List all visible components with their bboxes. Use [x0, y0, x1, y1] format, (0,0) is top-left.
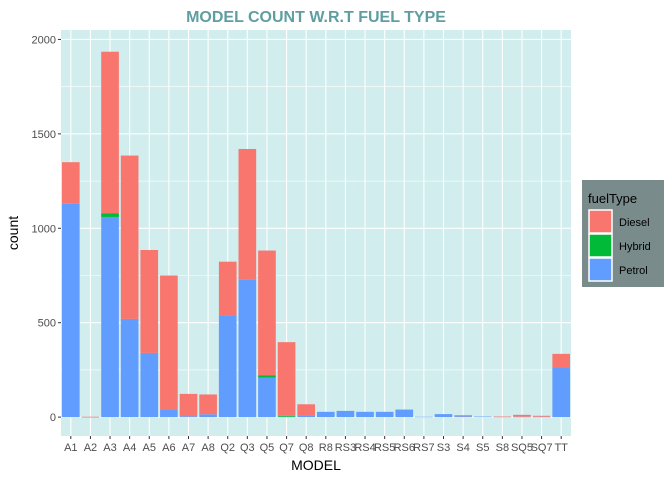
x-tick-label: RS5 [374, 442, 395, 454]
bar-petrol-a5 [140, 352, 159, 418]
x-tick-label: SQ7 [531, 442, 553, 454]
x-axis-title: MODEL [291, 457, 341, 473]
bar-diesel-a5 [140, 249, 159, 353]
x-tick-label: A8 [201, 442, 214, 454]
legend-key-petrol [588, 257, 613, 282]
bar-petrol-a3 [101, 216, 119, 418]
x-tick-label: A6 [162, 442, 175, 454]
bar-petrol-a4 [120, 318, 139, 418]
bar-petrol-tt [552, 368, 571, 418]
x-tick-label: S3 [437, 442, 450, 454]
bar-hybrid-q5 [258, 375, 276, 378]
x-tick-label: Q7 [279, 442, 294, 454]
bar-diesel-sq7 [532, 415, 551, 417]
bar-petrol-s5 [473, 416, 492, 418]
bar-petrol-a7 [179, 416, 198, 418]
bar-petrol-rs7 [415, 416, 433, 418]
x-tick-label: A5 [143, 442, 156, 454]
x-tick-label: A1 [64, 442, 77, 454]
x-tick-label: RS7 [413, 442, 434, 454]
bar-petrol-rs3 [336, 410, 355, 418]
x-tick-label: S8 [496, 442, 509, 454]
bar-petrol-q5 [258, 377, 276, 418]
x-axis-ticks: A1 A2 A3 A4 A5 A6 A7 A8 Q2 Q3 Q5 Q7 Q8 R8 RS3RS4RS5RS6… [64, 436, 568, 454]
x-tick-label: RS4 [354, 442, 375, 454]
bar-diesel-a3 [101, 51, 119, 214]
bar-diesel-q7 [277, 342, 296, 416]
bar-diesel-a4 [120, 155, 139, 319]
bar-petrol-q7 [277, 416, 296, 418]
bar-petrol-sq7 [532, 416, 551, 418]
x-tick-label: RS6 [394, 442, 415, 454]
x-tick-label: RS3 [335, 442, 356, 454]
bar-petrol-r8 [316, 411, 335, 418]
bar-diesel-a1 [61, 162, 80, 204]
bars [61, 51, 571, 418]
y-tick-label: 1000 [32, 223, 56, 235]
x-tick-label: R8 [319, 442, 333, 454]
legend-key-hybrid [588, 233, 613, 258]
x-tick-label: S5 [476, 442, 489, 454]
y-tick-label: 0 [50, 412, 56, 424]
bar-diesel-s8 [493, 416, 512, 418]
y-tick-label: 1500 [32, 129, 56, 141]
x-tick-label: A2 [84, 442, 97, 454]
bar-petrol-rs4 [356, 411, 374, 418]
bar-diesel-q5 [258, 250, 276, 376]
x-tick-label: TT [554, 442, 568, 454]
bar-petrol-s3 [434, 414, 453, 418]
bar-petrol-rs5 [375, 411, 394, 418]
x-tick-label: Q3 [240, 442, 255, 454]
bar-petrol-a8 [199, 414, 217, 418]
legend-label-hybrid: Hybrid [619, 241, 651, 253]
bar-diesel-sq5 [513, 414, 531, 417]
bar-diesel-s4 [454, 415, 472, 417]
bar-diesel-q8 [297, 404, 316, 416]
bar-diesel-q2 [218, 261, 237, 316]
bar-petrol-a6 [160, 409, 178, 418]
x-tick-label: S4 [456, 442, 469, 454]
bar-diesel-q3 [238, 148, 257, 280]
x-tick-label: SQ5 [511, 442, 533, 454]
bar-petrol-q2 [218, 315, 237, 418]
bar-diesel-a7 [179, 393, 198, 417]
x-tick-label: A7 [182, 442, 195, 454]
y-tick-label: 2000 [32, 34, 56, 46]
legend-label-diesel: Diesel [619, 217, 650, 229]
legend-items: Diesel Hybrid Petrol [588, 209, 651, 282]
chart-title: MODEL COUNT W.R.T FUEL TYPE [186, 9, 446, 26]
bar-petrol-a1 [61, 203, 80, 418]
y-axis-ticks: 0 500 1000 1500 2000 [32, 34, 61, 424]
bar-diesel-a8 [199, 394, 217, 415]
x-tick-label: Q8 [299, 442, 314, 454]
legend-key-diesel [588, 209, 613, 234]
legend-label-petrol: Petrol [619, 265, 648, 277]
bar-diesel-a6 [160, 275, 178, 410]
bar-diesel-a2 [81, 416, 100, 418]
x-tick-label: Q2 [220, 442, 235, 454]
y-tick-label: 500 [38, 318, 56, 330]
bar-petrol-q8 [297, 415, 316, 418]
bar-petrol-sq5 [513, 416, 531, 418]
bar-hybrid-q7 [277, 415, 296, 417]
bar-petrol-rs6 [395, 409, 414, 418]
bar-petrol-q3 [238, 279, 257, 418]
bar-hybrid-a3 [101, 213, 119, 217]
bar-petrol-s4 [454, 416, 472, 418]
x-tick-label: Q5 [260, 442, 275, 454]
y-axis-title: count [5, 216, 21, 250]
legend: fuelType Diesel Hybrid Petrol [582, 180, 664, 287]
bar-diesel-tt [552, 353, 571, 369]
legend-title: fuelType [588, 191, 637, 206]
x-tick-label: A3 [103, 442, 116, 454]
x-tick-label: A4 [123, 442, 136, 454]
